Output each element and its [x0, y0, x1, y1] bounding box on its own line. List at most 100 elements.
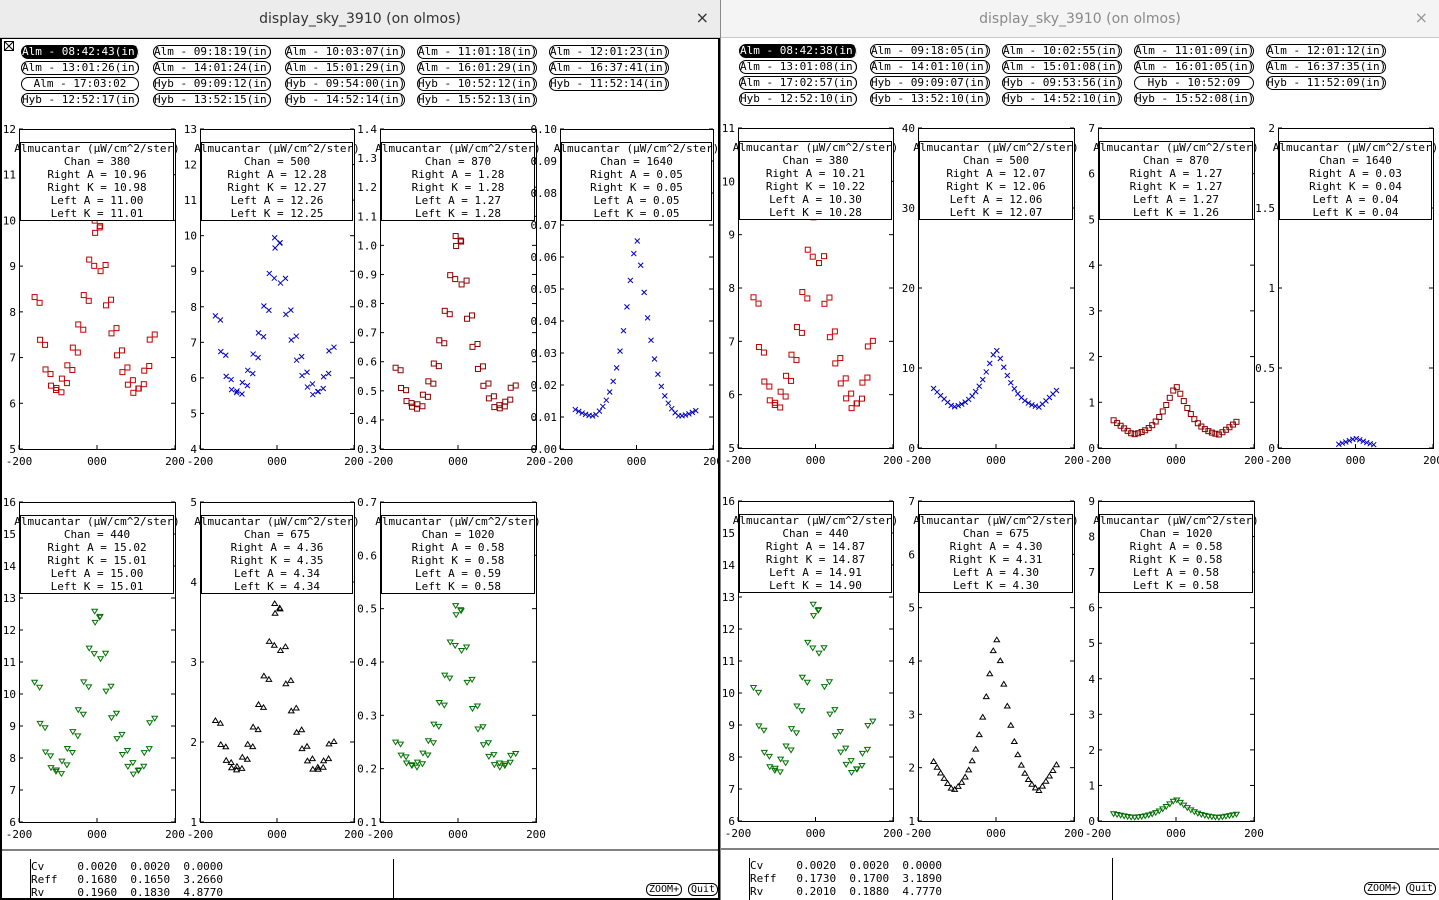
y-tick-label: 6 [9, 397, 16, 410]
time-select-button[interactable]: Hyb - 11:52:09(in) [1266, 76, 1387, 90]
data-point [239, 379, 246, 386]
y-tick-label: 0 [1268, 442, 1275, 455]
data-point [976, 383, 983, 390]
time-select-button[interactable]: Alm - 14:01:24(in) [153, 61, 274, 75]
time-select-button[interactable]: Alm - 16:01:05(in) [1134, 60, 1255, 74]
data-point [249, 723, 257, 730]
data-point [1335, 441, 1342, 448]
time-select-button[interactable]: Hyb - 12:52:17(in) [21, 93, 142, 107]
time-select-button[interactable]: Hyb - 14:52:14(in) [285, 93, 406, 107]
time-select-button[interactable]: Hyb - 10:52:12(in) [417, 77, 538, 91]
time-select-button[interactable]: Alm - 09:18:19(in) [153, 45, 274, 59]
time-select-button[interactable]: Hyb - 09:09:07(in) [870, 76, 991, 90]
data-point [47, 765, 55, 772]
data-point [249, 370, 256, 377]
y-tick-label: 0.3 [357, 443, 377, 456]
y-tick-label: 7 [1088, 122, 1095, 135]
data-point [91, 262, 98, 269]
legend-line: Chan = 675 [244, 528, 310, 541]
data-point [261, 303, 267, 309]
time-select-button[interactable]: Alm - 08:42:43(in) [21, 45, 142, 59]
time-select-button[interactable]: Alm - 16:01:29(in) [417, 61, 538, 75]
data-point [52, 767, 61, 774]
time-select-button[interactable]: Hyb - 13:52:15(in) [153, 93, 274, 107]
time-select-button[interactable]: Alm - 14:01:10(in) [870, 60, 991, 74]
quit-button[interactable]: Quit [1406, 882, 1437, 895]
time-select-button[interactable]: Alm - 15:01:08(in) [1002, 60, 1123, 74]
legend-title: Almucantar (µW/cm^2/ster) [1273, 141, 1439, 154]
stats-left-border [30, 859, 31, 900]
data-point [85, 297, 92, 304]
legend-box [381, 515, 535, 594]
data-point [831, 707, 839, 714]
legend-box [739, 141, 892, 220]
time-select-button[interactable]: Alm - 12:01:12(in) [1266, 44, 1387, 58]
data-point [507, 384, 514, 391]
data-point [613, 365, 620, 371]
data-point [320, 373, 327, 380]
time-select-button[interactable]: Alm - 17:02:57(in) [739, 76, 860, 90]
data-point [283, 311, 289, 318]
time-select-button[interactable]: Alm - 16:37:41(in) [549, 61, 670, 75]
data-point [1159, 408, 1166, 415]
almucantar-plot: 0 1 2 3 4 5 6 7 -200 000 200 Almucantar (µW/cm^2/st… [1085, 122, 1264, 467]
data-point [491, 404, 498, 411]
window-titlebar[interactable]: display_sky_3910 (on olmos) × [721, 0, 1439, 38]
time-select-button[interactable]: Alm - 15:01:29(in) [285, 61, 406, 75]
data-point [469, 312, 476, 319]
time-select-button[interactable]: Hyb - 09:54:00(in) [285, 77, 406, 91]
data-point [69, 729, 77, 736]
data-point [826, 294, 833, 301]
window-titlebar[interactable]: display_sky_3910 (on olmos) × [0, 0, 720, 38]
legend-line: Right A = 0.58 [412, 541, 505, 554]
time-select-button[interactable]: Alm - 10:03:07(in) [285, 45, 406, 59]
corner-box-icon[interactable] [4, 41, 14, 51]
time-select-button[interactable]: Alm - 13:01:08(in) [739, 60, 860, 74]
zoom-in-button[interactable]: ZOOM+ [646, 883, 683, 896]
y-tick-label: 11 [722, 122, 735, 135]
time-select-button[interactable]: Hyb - 09:53:56(in) [1002, 76, 1123, 90]
y-tick-label: 7 [9, 352, 16, 365]
data-point [480, 382, 487, 389]
time-select-button[interactable]: Alm - 11:01:09(in) [1134, 44, 1255, 58]
close-icon[interactable]: × [695, 8, 709, 27]
time-select-button[interactable]: Alm - 10:02:55(in) [1002, 44, 1123, 58]
time-select-button[interactable]: Hyb - 14:52:10(in) [1002, 92, 1123, 106]
y-tick-label: 2 [1268, 122, 1275, 135]
quit-button[interactable]: Quit [688, 883, 719, 896]
data-point [507, 396, 514, 403]
y-tick-label: 4 [1088, 673, 1095, 686]
legend-box [381, 142, 535, 221]
time-select-button[interactable]: Alm - 16:37:35(in) [1266, 60, 1387, 74]
time-select-button[interactable]: Alm - 12:01:23(in) [549, 45, 670, 59]
time-select-button[interactable]: Hyb - 15:52:13(in) [417, 93, 538, 107]
plot-legend: Almucantar (µW/cm^2/ster)Chan = 870Right… [1093, 141, 1259, 220]
time-select-button[interactable]: Hyb - 09:09:12(in) [153, 77, 274, 91]
data-point [1225, 813, 1234, 820]
legend-line: Left K = 1.26 [1133, 206, 1219, 219]
zoom-in-button[interactable]: ZOOM+ [1364, 882, 1401, 895]
time-select-button[interactable]: Alm - 09:18:05(in) [870, 44, 991, 58]
data-point [1370, 441, 1377, 448]
time-select-button[interactable]: Hyb - 11:52:14(in) [549, 77, 670, 91]
data-point [474, 365, 481, 372]
time-select-button[interactable]: Hyb - 10:52:09 [1134, 76, 1254, 90]
time-select-button[interactable]: Alm - 13:01:26(in) [21, 61, 142, 75]
data-point [1339, 440, 1346, 447]
data-point [458, 281, 465, 288]
time-select-button[interactable]: Alm - 08:42:38(in) [739, 44, 860, 58]
data-point [63, 380, 70, 387]
time-select-button[interactable]: Hyb - 13:52:10(in) [870, 92, 991, 106]
time-select-button[interactable]: Hyb - 12:52:10(in) [739, 92, 860, 106]
data-point [933, 763, 941, 770]
close-icon[interactable]: × [1414, 8, 1428, 27]
legend-line: Left K = 4.34 [234, 580, 320, 593]
time-select-button[interactable]: Hyb - 15:52:08(in) [1134, 92, 1255, 106]
data-point [223, 373, 230, 380]
data-point [1038, 782, 1047, 789]
time-select-button[interactable]: Alm - 11:01:18(in) [417, 45, 538, 59]
data-point [452, 233, 459, 240]
data-point [419, 391, 426, 398]
data-point [853, 766, 861, 773]
time-select-button[interactable]: Alm - 17:03:02 [21, 77, 139, 91]
